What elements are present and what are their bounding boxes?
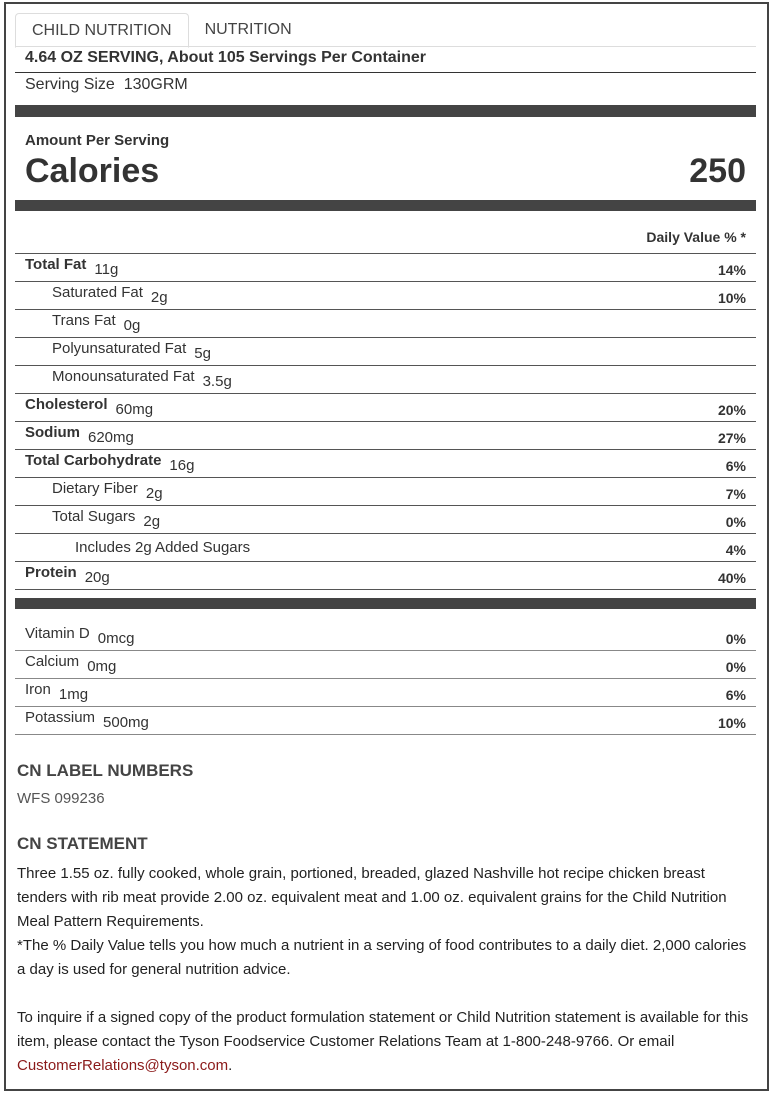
- divider-thick: [15, 105, 756, 117]
- nutrient-row: Total Carbohydrate 16g 6%: [15, 450, 756, 478]
- nutrient-row: Dietary Fiber 2g 7%: [15, 478, 756, 506]
- serving-size: Serving Size 130GRM: [15, 76, 756, 94]
- nutrient-amount: 0mg: [87, 658, 117, 675]
- cn-statement: Three 1.55 oz. fully cooked, whole grain…: [17, 865, 727, 930]
- daily-value-percent: 27%: [717, 429, 746, 446]
- daily-value-percent: 6%: [725, 457, 746, 474]
- nutrient-row: Total Sugars 2g 0%: [15, 506, 756, 534]
- nutrient-row: Saturated Fat 2g 10%: [15, 282, 756, 310]
- nutrient-name: Monounsaturated Fat: [52, 368, 195, 385]
- daily-value-percent: 20%: [717, 401, 746, 418]
- nutrient-amount: 60mg: [115, 401, 154, 418]
- serving-header: 4.64 OZ SERVING, About 105 Servings Per …: [15, 49, 756, 73]
- calories-value: 250: [689, 152, 746, 190]
- nutrient-name: Saturated Fat: [52, 284, 143, 301]
- nutrient-amount: 2g: [150, 289, 168, 306]
- nutrient-row: Includes 2g Added Sugars 4%: [15, 534, 756, 562]
- nutrient-name: Iron: [25, 681, 51, 698]
- tab-bar: CHILD NUTRITION NUTRITION: [15, 13, 756, 48]
- nutrient-amount: 20g: [84, 569, 110, 586]
- daily-value-percent: 14%: [717, 261, 746, 278]
- daily-value-percent: 10%: [717, 714, 746, 731]
- cn-statement-heading: CN STATEMENT: [17, 834, 148, 853]
- nutrient-amount: 2g: [143, 513, 161, 530]
- daily-value-note: *The % Daily Value tells you how much a …: [17, 937, 747, 978]
- divider-thick: [15, 598, 756, 609]
- nutrient-row: Total Fat 11g 14%: [15, 254, 756, 282]
- nutrient-row: Calcium 0mg 0%: [15, 651, 756, 679]
- amount-per-serving: Amount Per Serving: [25, 132, 170, 149]
- nutrient-name: Cholesterol: [25, 396, 108, 413]
- nutrient-name: Trans Fat: [52, 312, 116, 329]
- nutrient-amount: 1mg: [58, 686, 89, 703]
- inquire-body: To inquire if a signed copy of the produ…: [17, 1009, 749, 1050]
- daily-value-percent: 0%: [725, 513, 746, 530]
- tab-nutrition[interactable]: NUTRITION: [204, 21, 292, 38]
- nutrient-amount: 0g: [123, 317, 141, 334]
- nutrient-row: Trans Fat 0g: [15, 310, 756, 338]
- nutrient-name: Includes 2g Added Sugars: [75, 539, 251, 556]
- daily-value-header: Daily Value % *: [15, 229, 756, 254]
- nutrient-name: Total Fat: [25, 256, 87, 273]
- nutrient-name: Sodium: [25, 424, 80, 441]
- tab-child-nutrition[interactable]: CHILD NUTRITION: [15, 13, 189, 48]
- serving-size-value: 130GRM: [123, 76, 188, 93]
- nutrient-name: Protein: [25, 564, 77, 581]
- nutrient-amount: 620mg: [88, 429, 134, 446]
- daily-value-percent: 4%: [725, 541, 746, 558]
- nutrient-name: Vitamin D: [25, 625, 90, 642]
- nutrient-amount: 2g: [145, 485, 163, 502]
- nutrient-row: Polyunsaturated Fat 5g: [15, 338, 756, 366]
- nutrient-row: Monounsaturated Fat 3.5g: [15, 366, 756, 394]
- nutrient-row: Sodium 620mg 27%: [15, 422, 756, 450]
- nutrient-row: Potassium 500mg 10%: [15, 707, 756, 735]
- cn-statement-text: Three 1.55 oz. fully cooked, whole grain…: [17, 862, 758, 1078]
- calories-label: Calories: [25, 152, 160, 190]
- nutrient-row: Vitamin D 0mcg 0%: [15, 623, 756, 651]
- calories-row: Calories 250: [15, 152, 756, 191]
- divider-thick: [15, 200, 756, 211]
- nutrient-name: Polyunsaturated Fat: [52, 340, 187, 357]
- daily-value-percent: 10%: [717, 289, 746, 306]
- nutrient-name: Calcium: [25, 653, 80, 670]
- daily-value-percent: 6%: [725, 686, 746, 703]
- nutrient-name: Potassium: [25, 709, 96, 726]
- period: .: [228, 1057, 233, 1074]
- nutrient-row: Iron 1mg 6%: [15, 679, 756, 707]
- nutrient-amount: 0mcg: [97, 630, 135, 647]
- cn-label-heading: CN LABEL NUMBERS: [17, 761, 194, 780]
- daily-value-percent: 40%: [717, 569, 746, 586]
- nutrient-name: Dietary Fiber: [52, 480, 138, 497]
- cn-label-number: WFS 099236: [17, 790, 105, 807]
- nutrient-row: Protein 20g 40%: [15, 562, 756, 590]
- nutrient-name: Total Carbohydrate: [25, 452, 162, 469]
- nutrient-list: Total Fat 11g 14% Saturated Fat 2g 10% Trans F…: [15, 254, 756, 590]
- daily-value-percent: 0%: [725, 658, 746, 675]
- email-link[interactable]: CustomerRelations@tyson.com: [17, 1057, 229, 1074]
- inquire-text: To inquire if a signed copy of the produ…: [17, 1006, 758, 1078]
- page-frame: [4, 2, 769, 1091]
- vitamin-list: Vitamin D 0mcg 0% Calcium 0mg 0% Iron 1mg 6% Pota…: [15, 623, 756, 735]
- nutrient-amount: 5g: [194, 345, 211, 362]
- nutrient-row: Cholesterol 60mg 20%: [15, 394, 756, 422]
- daily-value-percent: 7%: [725, 485, 746, 502]
- nutrient-name: Total Sugars: [52, 508, 136, 525]
- serving-size-label: Serving Size: [25, 76, 115, 93]
- nutrient-amount: 3.5g: [202, 373, 232, 390]
- nutrient-amount: 11g: [94, 261, 119, 278]
- daily-value-percent: 0%: [725, 630, 746, 647]
- nutrient-amount: 500mg: [103, 714, 149, 731]
- nutrient-amount: 16g: [169, 457, 195, 474]
